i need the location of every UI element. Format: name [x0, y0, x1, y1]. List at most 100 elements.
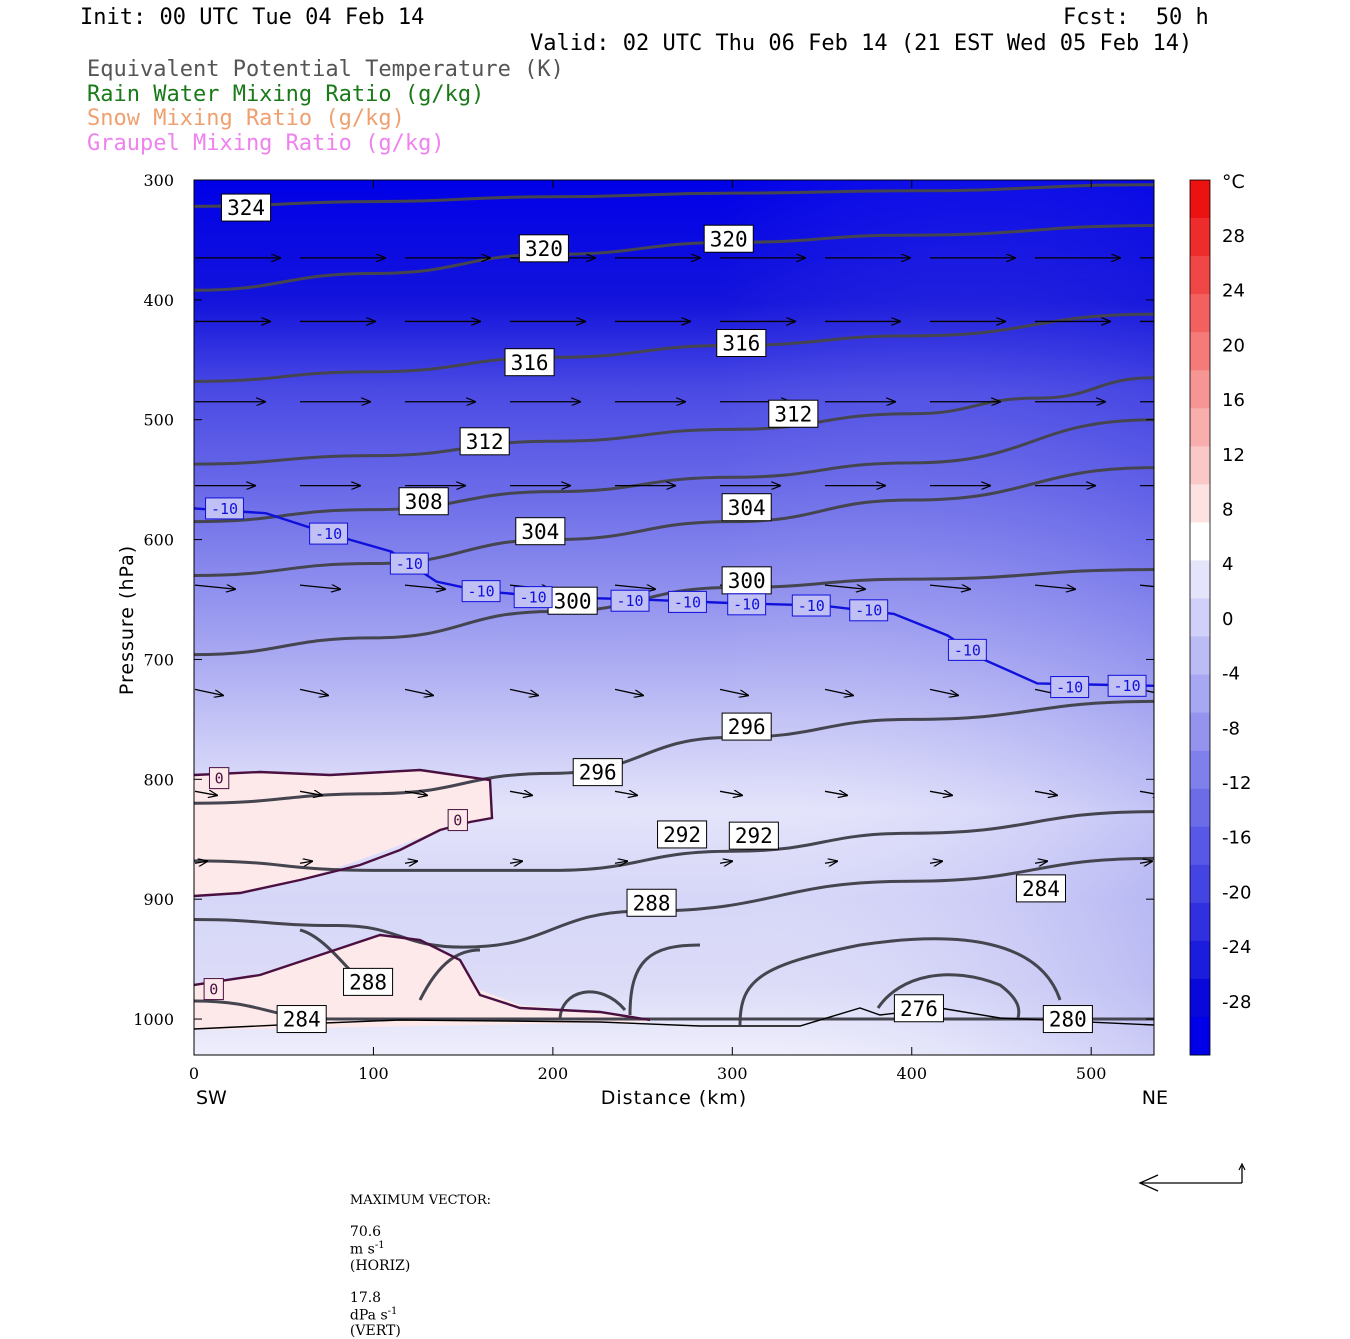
isotherm-label: -10	[468, 583, 495, 601]
isotherm-label-box	[309, 522, 349, 545]
colorbar-swatch	[1190, 294, 1210, 333]
x-axis-title: Distance (km)	[601, 1087, 747, 1109]
colorbar-tick-label: 12	[1222, 445, 1245, 466]
colorbar-swatch	[1190, 332, 1210, 371]
colorbar-swatch	[1190, 978, 1210, 1018]
theta-e-label-box	[657, 820, 708, 849]
theta-e-label-box	[459, 427, 510, 456]
isotherm-label-box	[1107, 674, 1147, 697]
y-tick-label: 800	[143, 770, 174, 789]
isotherm-label-box	[610, 589, 650, 612]
wind-vector	[719, 861, 732, 863]
theta-e-label: 316	[722, 332, 760, 356]
x-tick-label: 100	[358, 1064, 389, 1083]
theta-e-label-box	[398, 487, 449, 516]
colorbar-swatch	[1190, 522, 1210, 561]
theta-e-contour-line	[418, 948, 481, 1001]
isotherm-label-box	[947, 638, 987, 661]
wind-vector	[404, 861, 417, 863]
theta-e-contour-line	[194, 810, 1154, 872]
isotherm-label: -10	[315, 525, 342, 543]
isotherm-label: -10	[396, 555, 423, 573]
wind-vector	[614, 585, 655, 589]
isotherm-label-box	[389, 552, 429, 575]
theta-e-label-box	[518, 234, 569, 263]
colorbar-swatch	[1190, 750, 1210, 790]
wind-vector	[194, 688, 223, 695]
plot-frame	[193, 179, 1155, 1056]
theta-e-label: 312	[774, 402, 812, 426]
colorbar-tick-label: 0	[1222, 609, 1233, 630]
theta-e-label-box	[221, 193, 272, 222]
theta-e-label-box	[626, 888, 677, 917]
isotherm-label: 0	[453, 811, 462, 829]
isotherm-zero	[194, 933, 651, 1022]
forecast-hour: Fcst: 50 h	[1063, 5, 1209, 30]
theta-e-label-box	[572, 758, 623, 787]
temperature-shading-east	[194, 180, 1154, 1055]
theta-e-contour-line	[194, 376, 1154, 466]
theta-e-label-box	[276, 1005, 327, 1034]
colorbar-tick-label: -12	[1222, 773, 1251, 794]
colorbar-swatch	[1190, 902, 1210, 942]
wind-vector	[509, 791, 532, 795]
theta-e-label: 276	[900, 997, 938, 1021]
theta-e-contour-line	[194, 183, 1154, 208]
colorbar-tick-label: -8	[1222, 718, 1240, 739]
y-tick-label: 900	[143, 890, 174, 909]
wind-vector	[404, 791, 427, 795]
horiz-max-value: 70.6	[349, 1224, 382, 1240]
isotherm-label-box	[461, 580, 501, 603]
colorbar-frame	[1189, 179, 1211, 1056]
isotherm-label: -10	[733, 596, 760, 614]
isotherm-label: -10	[616, 592, 643, 610]
x-tick-label: 0	[189, 1064, 199, 1083]
colorbar-tick-label: -24	[1222, 937, 1251, 958]
wind-vector	[404, 585, 445, 589]
field-legend-snow: Snow Mixing Ratio (g/kg)	[87, 106, 405, 131]
theta-e-contour-line	[876, 973, 1021, 1019]
theta-e-label-box	[721, 712, 772, 741]
theta-e-label-box	[728, 821, 779, 850]
isotherm-label: -10	[674, 593, 701, 611]
x-tick-label: 300	[717, 1064, 748, 1083]
theta-e-contour-line	[194, 224, 1154, 292]
theta-e-label-box	[721, 566, 772, 595]
colorbar-tick-label: -16	[1222, 828, 1251, 849]
theta-e-label: 320	[525, 237, 563, 261]
colorbar-swatch	[1190, 256, 1210, 295]
wind-vector	[719, 688, 748, 695]
isotherm-label: -10	[1056, 678, 1083, 696]
y-tick-label: 400	[143, 291, 174, 310]
theta-e-label: 288	[633, 891, 671, 915]
contour-labels: 324 320 320 316 316 312 312 308 304 304 300 300 296 2…	[203, 193, 1147, 1034]
wind-vector	[194, 791, 217, 795]
isotherm-label-box	[791, 594, 831, 617]
isotherm-label: -10	[1114, 677, 1141, 695]
wind-vector	[824, 585, 865, 589]
wind-vector	[929, 791, 952, 795]
horiz-tag: (HORIZ)	[349, 1257, 411, 1274]
wind-vector	[824, 861, 837, 863]
theta-e-label-box	[721, 493, 772, 522]
theta-e-contour-line	[738, 937, 1062, 1026]
theta-e-label: 304	[728, 496, 766, 520]
x-left-end-label: SW	[196, 1087, 227, 1109]
wind-vector	[194, 861, 207, 863]
wind-vector	[929, 861, 942, 863]
wind-vector	[299, 688, 328, 695]
field-legend-graupel: Graupel Mixing Ratio (g/kg)	[87, 131, 445, 156]
theta-e-label-box	[1015, 874, 1066, 903]
colorbar-swatch	[1190, 788, 1210, 828]
x-right-end-label: NE	[1142, 1087, 1168, 1109]
colorbar-tick-label: -4	[1222, 664, 1240, 685]
colorbar-swatch	[1190, 864, 1210, 904]
colorbar-swatch	[1190, 180, 1210, 219]
colorbar-swatch	[1190, 636, 1210, 676]
field-legend-rain: Rain Water Mixing Ratio (g/kg)	[87, 82, 485, 107]
y-tick-label: 300	[143, 171, 174, 190]
wind-vector	[824, 688, 853, 695]
wind-vector	[929, 585, 970, 589]
theta-e-label: 296	[728, 715, 766, 739]
theta-e-contour-line	[194, 999, 1154, 1021]
